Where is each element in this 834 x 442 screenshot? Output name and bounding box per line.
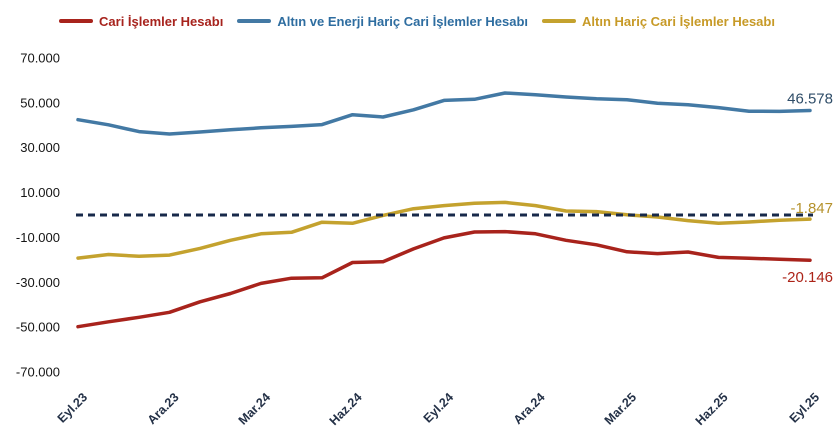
- legend-label-altin-haric: Altın Hariç Cari İşlemler Hesabı: [582, 13, 775, 29]
- legend-line-swatch-blue: [237, 18, 272, 24]
- x-axis-tick-label: Mar.25: [602, 390, 639, 427]
- chart-legend: Cari İşlemler Hesabı Altın ve Enerji Har…: [0, 10, 834, 32]
- legend-item-altin-ve-enerji-haric: Altın ve Enerji Hariç Cari İşlemler Hesa…: [237, 14, 528, 29]
- y-axis-tick-label: 50.000: [20, 95, 60, 110]
- legend-label-cari-islemler: Cari İşlemler Hesabı: [99, 13, 224, 29]
- series-line-2: [76, 200, 812, 260]
- y-axis-tick-label: -70.000: [16, 365, 60, 380]
- x-axis-tick-label: Haz.25: [693, 390, 731, 428]
- y-axis-tick-label: -50.000: [16, 320, 60, 335]
- legend-label-altin-ve-enerji-haric: Altın ve Enerji Hariç Cari İşlemler Hesa…: [277, 13, 529, 29]
- y-axis-tick-label: 10.000: [20, 185, 60, 200]
- series-line-1: [76, 91, 812, 136]
- y-axis-tick-label: 70.000: [20, 51, 60, 66]
- series-end-label-1: 46.578: [787, 91, 833, 108]
- x-axis-tick-label: Ara.24: [511, 390, 548, 427]
- y-axis-tick-label: 30.000: [20, 140, 60, 155]
- series-end-label-2: -1.847: [790, 200, 833, 217]
- series-end-label-0: -20.146: [782, 269, 833, 286]
- legend-item-altin-haric: Altın Hariç Cari İşlemler Hesabı: [542, 14, 775, 29]
- y-axis-tick-label: -30.000: [16, 275, 60, 290]
- legend-item-cari-islemler: Cari İşlemler Hesabı: [59, 14, 223, 29]
- x-axis-tick-label: Eyl.24: [421, 390, 456, 425]
- x-axis-tick-label: Haz.24: [327, 390, 365, 428]
- x-axis-tick-label: Mar.24: [236, 390, 273, 427]
- x-axis-tick-label: Eyl.25: [787, 390, 822, 425]
- y-axis-tick-label: -10.000: [16, 230, 60, 245]
- legend-line-swatch-gold: [542, 18, 577, 24]
- x-axis-tick-label: Ara.23: [145, 390, 182, 427]
- series-line-0: [76, 229, 812, 329]
- x-axis-tick-label: Eyl.23: [55, 390, 90, 425]
- legend-line-swatch-red: [59, 18, 94, 24]
